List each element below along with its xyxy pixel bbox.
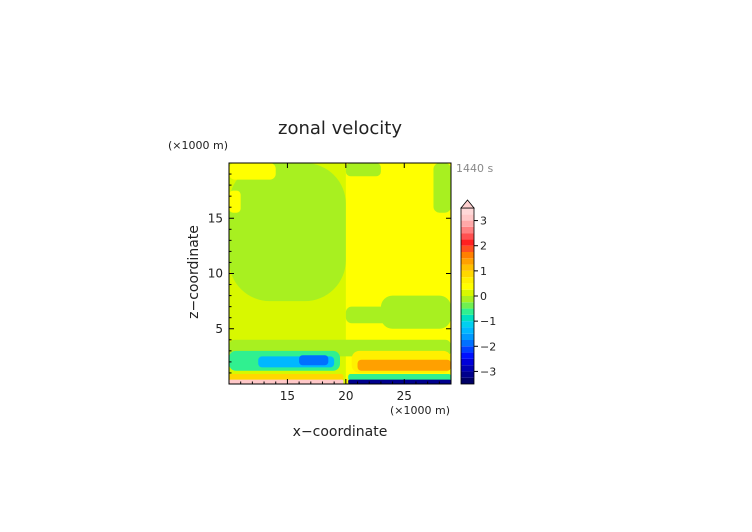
colorbar-swatch xyxy=(461,371,474,378)
y-tick-label: 5 xyxy=(215,322,223,336)
field-region xyxy=(229,163,276,180)
colorbar-swatch xyxy=(461,226,474,234)
colorbar-swatch xyxy=(461,264,474,271)
colorbar-swatch xyxy=(461,346,474,353)
colorbar-swatch xyxy=(461,314,474,322)
y-axis-label: z−coordinate xyxy=(186,225,202,319)
colorbar-tick-label: −1 xyxy=(480,315,496,328)
colorbar: −3 −2 −1 0 1 2 3 xyxy=(460,199,496,385)
colorbar-tick-label: 1 xyxy=(480,265,487,278)
colorbar-swatch xyxy=(461,365,474,372)
field-region xyxy=(229,190,241,213)
y-tick-label: 10 xyxy=(208,267,223,281)
colorbar-swatch xyxy=(461,289,474,296)
x-unit-label: (×1000 m) xyxy=(390,404,450,417)
colorbar-over-triangle xyxy=(460,199,475,209)
x-axis: 15 20 25 xyxy=(228,163,452,403)
colorbar-swatch xyxy=(461,220,474,227)
colorbar-swatch xyxy=(461,277,474,284)
field-region xyxy=(229,379,344,384)
colorbar-swatch xyxy=(461,233,474,240)
colorbar-swatch xyxy=(461,327,474,334)
colorbar-swatch xyxy=(461,352,474,359)
field-region xyxy=(380,295,451,329)
colorbar-swatch xyxy=(461,245,474,252)
colorbar-swatch xyxy=(461,333,474,340)
x-tick-label: 25 xyxy=(397,389,412,403)
colorbar-swatch xyxy=(461,302,474,309)
colorbar-tick-label: −3 xyxy=(480,365,496,378)
field-region xyxy=(299,355,329,366)
colorbar-swatch xyxy=(461,377,474,384)
colorbar-swatch xyxy=(461,296,474,303)
colorbar-swatch xyxy=(461,252,474,259)
x-tick-label: 15 xyxy=(280,389,295,403)
y-unit-label: (×1000 m) xyxy=(168,139,228,152)
field-region xyxy=(229,374,344,381)
colorbar-tick-label: 0 xyxy=(480,290,487,303)
colorbar-swatch xyxy=(461,208,474,215)
field-region xyxy=(345,163,381,177)
field-region xyxy=(433,163,451,213)
colorbar-swatch xyxy=(461,358,474,366)
colorbar-swatch xyxy=(461,214,474,221)
colorbar-tick-label: −2 xyxy=(480,340,496,353)
field-region xyxy=(348,374,451,381)
colorbar-swatch xyxy=(461,239,474,246)
colorbar-swatch xyxy=(461,270,474,278)
y-axis: 5 10 15 xyxy=(208,162,451,385)
time-label: 1440 s xyxy=(456,162,493,175)
colorbar-swatch xyxy=(461,283,474,290)
plot-area xyxy=(228,162,452,385)
colorbar-tick-label: 2 xyxy=(480,240,487,253)
colorbar-swatch xyxy=(461,258,474,265)
field-region xyxy=(348,379,451,384)
x-axis-label: x−coordinate xyxy=(293,424,388,440)
colorbar-tick-label: 3 xyxy=(480,215,487,228)
y-tick-label: 15 xyxy=(208,211,223,225)
x-tick-label: 20 xyxy=(338,389,353,403)
field-region xyxy=(357,359,451,371)
colorbar-swatch xyxy=(461,308,474,315)
chart-title: zonal velocity xyxy=(278,118,402,139)
colorbar-swatch xyxy=(461,340,474,347)
colorbar-swatch xyxy=(461,321,474,328)
field-region xyxy=(229,163,346,302)
